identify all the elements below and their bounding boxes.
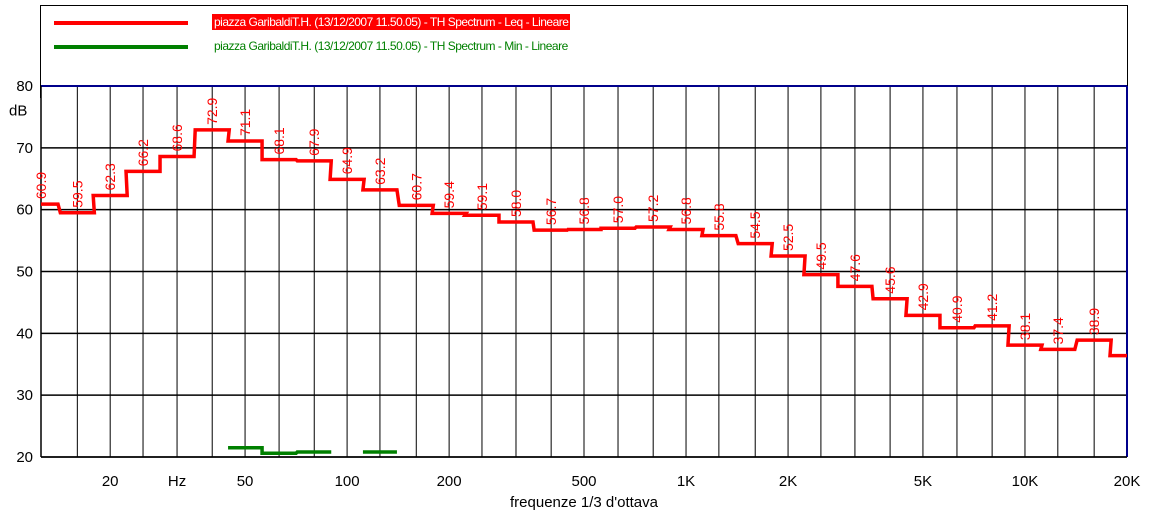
- x-tick-label: 50: [237, 473, 254, 490]
- x-tick-label: 20: [102, 473, 119, 490]
- legend-label-leq: piazza GaribaldiT.H. (13/12/2007 11.50.0…: [212, 14, 571, 30]
- data-label: 38.1: [1017, 313, 1033, 340]
- data-label: 42.9: [915, 283, 931, 310]
- data-label: 67.9: [306, 128, 322, 155]
- legend-item-leq[interactable]: piazza GaribaldiT.H. (13/12/2007 11.50.0…: [41, 14, 1127, 30]
- data-label: 62.3: [102, 163, 118, 190]
- y-tick-label: 50: [16, 264, 33, 281]
- x-axis-title: frequenze 1/3 d'ottava: [510, 494, 659, 511]
- data-label: 38.9: [1086, 308, 1102, 335]
- y-axis-label: dB: [9, 103, 27, 120]
- data-label: 37.4: [1050, 317, 1066, 344]
- data-label: 41.2: [984, 293, 1000, 320]
- data-label: 58.0: [508, 190, 524, 217]
- data-label: 55.8: [711, 203, 727, 230]
- data-label: 56.8: [576, 197, 592, 224]
- data-label: 56.8: [678, 197, 694, 224]
- data-label: 59.1: [474, 183, 490, 210]
- data-label: 60.9: [33, 172, 49, 199]
- x-tick-label: 5K: [914, 473, 932, 490]
- x-unit-label: Hz: [168, 473, 186, 490]
- y-tick-label: 80: [16, 78, 33, 95]
- y-tick-label: 20: [16, 449, 33, 466]
- legend-label-min: piazza GaribaldiT.H. (13/12/2007 11.50.0…: [214, 39, 568, 53]
- data-label: 47.6: [847, 254, 863, 281]
- legend-item-min[interactable]: piazza GaribaldiT.H. (13/12/2007 11.50.0…: [41, 38, 1127, 54]
- data-label: 59.4: [441, 181, 457, 208]
- y-tick-label: 70: [16, 140, 33, 157]
- data-label: 59.5: [69, 180, 85, 207]
- x-tick-label: 200: [437, 473, 462, 490]
- series-line-leq: [41, 128, 1127, 358]
- data-label: 71.1: [237, 109, 253, 136]
- data-label: 68.6: [169, 124, 185, 151]
- data-label: 54.5: [747, 211, 763, 238]
- x-tick-label: 1K: [677, 473, 695, 490]
- data-label: 63.2: [372, 157, 388, 184]
- data-label: 57.2: [645, 195, 661, 222]
- x-tick-label: 20K: [1114, 473, 1141, 490]
- data-label: 68.1: [271, 127, 287, 154]
- data-label: 45.6: [882, 266, 898, 293]
- x-tick-label: 2K: [779, 473, 797, 490]
- legend-swatch-leq: [54, 21, 188, 25]
- data-label: 64.9: [339, 147, 355, 174]
- chart-legend: piazza GaribaldiT.H. (13/12/2007 11.50.0…: [40, 5, 1128, 98]
- data-label: 49.5: [813, 242, 829, 269]
- x-tick-label: 500: [571, 473, 596, 490]
- legend-swatch-min: [54, 45, 188, 49]
- data-label: 52.5: [780, 224, 796, 251]
- y-tick-label: 60: [16, 202, 33, 219]
- data-label: 57.0: [610, 196, 626, 223]
- data-label: 72.9: [204, 97, 220, 124]
- data-label: 56.7: [543, 198, 559, 225]
- x-tick-label: 10K: [1012, 473, 1039, 490]
- data-label: 40.9: [949, 295, 965, 322]
- data-label: 60.7: [408, 173, 424, 200]
- data-label: 66.2: [135, 139, 151, 166]
- x-tick-label: 100: [335, 473, 360, 490]
- y-tick-label: 40: [16, 325, 33, 342]
- y-tick-label: 30: [16, 387, 33, 404]
- series-line-min: [228, 445, 332, 456]
